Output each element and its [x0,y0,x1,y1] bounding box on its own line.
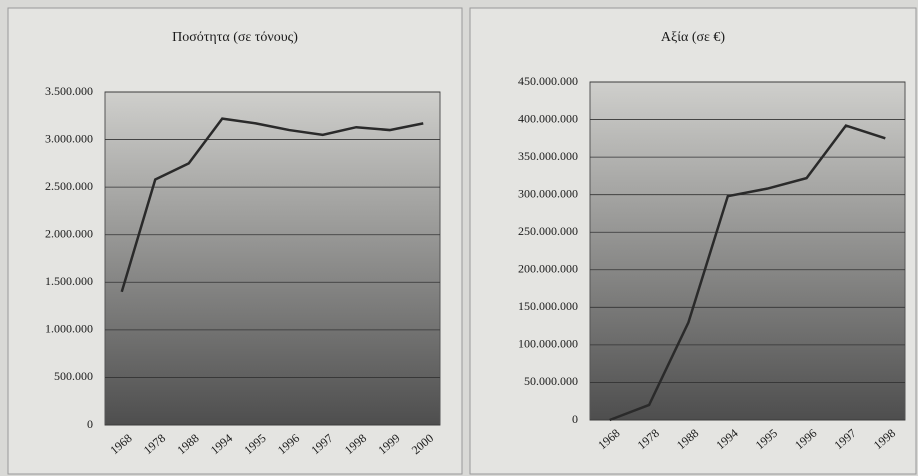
y-tick-label: 3.000.000 [45,131,93,145]
y-tick-label: 500.000 [54,369,93,383]
y-tick-label: 200.000.000 [518,262,578,276]
data-line [609,124,886,422]
y-tick-label: 400.000.000 [518,111,578,125]
chart-title: Ποσότητα (σε τόνους) [172,30,298,45]
y-tick-label: 350.000.000 [518,149,578,163]
y-tick-label: 0 [572,412,578,426]
y-tick-label: 2.500.000 [45,179,93,193]
y-tick-label: 50.000.000 [524,374,578,388]
y-tick-label: 250.000.000 [518,224,578,238]
data-line [120,117,424,293]
y-tick-label: 1.500.000 [45,274,93,288]
y-tick-label: 1.000.000 [45,322,93,336]
chart-title: Αξία (σε €) [661,30,726,45]
y-tick-label: 2.000.000 [45,226,93,240]
plot-area [589,81,906,421]
y-tick-label: 150.000.000 [518,299,578,313]
y-tick-label: 100.000.000 [518,337,578,351]
y-tick-label: 0 [87,417,93,431]
y-tick-label: 300.000.000 [518,186,578,200]
y-tick-label: 3.500.000 [45,84,93,98]
y-tick-label: 450.000.000 [518,74,578,88]
plot-area [104,91,441,426]
